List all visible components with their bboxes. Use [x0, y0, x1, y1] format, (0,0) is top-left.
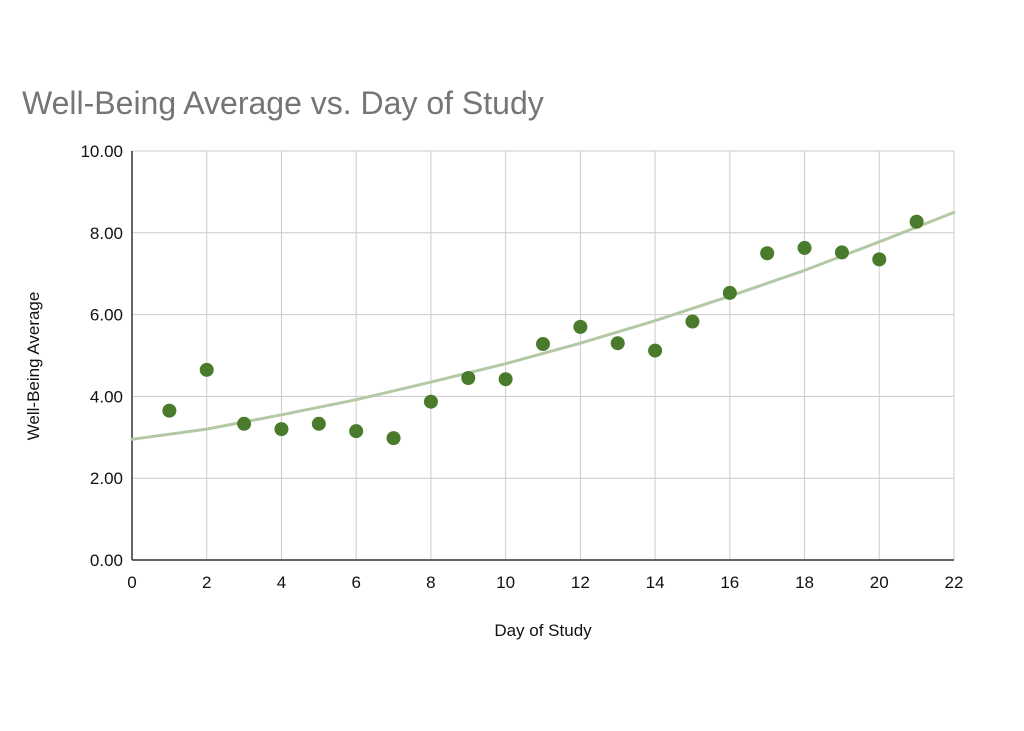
- x-tick-label: 0: [127, 573, 136, 592]
- y-tick-label: 6.00: [90, 306, 123, 325]
- data-point: [797, 240, 812, 255]
- data-point: [536, 337, 550, 352]
- x-tick-label: 20: [870, 573, 889, 592]
- data-point: [274, 422, 289, 437]
- x-tick-label: 18: [795, 573, 814, 592]
- y-tick-label: 10.00: [80, 142, 123, 161]
- data-point: [648, 343, 663, 358]
- chart-title: Well-Being Average vs. Day of Study: [22, 85, 544, 121]
- x-tick-label: 12: [571, 573, 590, 592]
- y-tick-label: 4.00: [90, 387, 123, 406]
- x-tick-label: 2: [202, 573, 211, 592]
- data-point: [237, 416, 252, 431]
- data-point: [386, 431, 401, 446]
- trendline: [130, 210, 956, 441]
- x-tick-label: 6: [351, 573, 360, 592]
- x-tick-label: 4: [277, 573, 286, 592]
- y-tick-label: 2.00: [90, 469, 123, 488]
- data-point: [162, 403, 177, 418]
- data-point: [909, 214, 924, 229]
- data-point: [722, 285, 737, 300]
- y-axis-title: Well-Being Average: [24, 292, 43, 441]
- data-point: [760, 246, 775, 261]
- data-point: [498, 372, 513, 387]
- x-tick-label: 10: [496, 573, 515, 592]
- data-point: [461, 370, 476, 385]
- data-point: [834, 245, 849, 260]
- data-point: [610, 336, 625, 351]
- x-tick-label: 8: [426, 573, 435, 592]
- grid: [132, 150, 955, 560]
- trendline-layer: [130, 210, 956, 441]
- x-tick-label: 14: [646, 573, 665, 592]
- axes: [131, 151, 954, 561]
- tick-labels: 0 2 4 6 8 10 12 14 16 18 20 22 0.00 2.00 4.00 6.00 8.00 1…: [80, 142, 963, 592]
- data-point: [199, 362, 214, 377]
- y-tick-label: 8.00: [90, 224, 123, 243]
- y-tick-label: 0.00: [90, 551, 123, 570]
- data-point: [349, 424, 364, 439]
- x-tick-label: 16: [720, 573, 739, 592]
- data-point: [872, 252, 887, 267]
- x-axis-title: Day of Study: [494, 621, 592, 640]
- data-point: [573, 319, 588, 334]
- data-points: [162, 214, 924, 446]
- data-point: [311, 416, 326, 431]
- data-point: [423, 394, 438, 409]
- data-point: [685, 314, 700, 329]
- x-tick-label: 22: [945, 573, 964, 592]
